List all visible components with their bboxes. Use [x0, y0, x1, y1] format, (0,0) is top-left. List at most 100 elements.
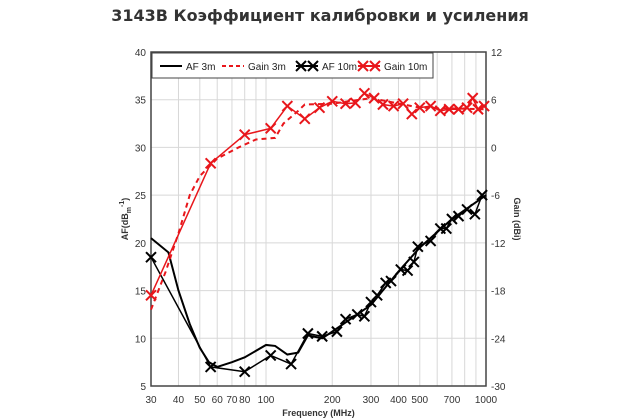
- data-point: [302, 327, 314, 340]
- data-point: [412, 240, 424, 253]
- data-point: [331, 325, 343, 338]
- y-tick-label: 25: [135, 191, 147, 202]
- data-point: [461, 101, 473, 114]
- legend-label: AF 10m: [322, 62, 357, 73]
- data-point: [351, 308, 364, 321]
- data-point: [204, 157, 217, 170]
- data-point: [406, 108, 418, 120]
- legend-marker: [307, 60, 319, 72]
- data-point: [358, 310, 371, 323]
- data-point: [446, 213, 458, 225]
- plot-frame: [150, 51, 487, 387]
- x-tick-label: 200: [324, 395, 341, 406]
- y2-tick-label: 0: [491, 143, 497, 154]
- x-tick-label: 400: [390, 395, 407, 406]
- x-tick-label: 300: [363, 395, 380, 406]
- legend-item: AF 10m: [295, 60, 357, 73]
- legend-label: Gain 10m: [384, 62, 427, 73]
- data-point: [299, 113, 311, 125]
- x-tick-label: 70: [226, 395, 238, 406]
- legend-marker: [295, 60, 307, 72]
- y-tick-label: 5: [140, 382, 146, 393]
- data-point: [238, 128, 251, 141]
- data-point: [264, 122, 277, 135]
- series-gain-3m: [150, 97, 487, 311]
- data-point: [145, 251, 157, 263]
- series-gain-10m: [145, 87, 490, 302]
- data-point: [424, 235, 437, 247]
- legend-label: Gain 3m: [248, 62, 286, 73]
- y-tick-label: 10: [135, 334, 147, 345]
- data-point: [434, 105, 447, 117]
- series-line: [150, 92, 485, 296]
- y-tick-label: 35: [135, 96, 147, 107]
- data-point: [339, 97, 352, 110]
- x-tick-label: 500: [411, 395, 428, 406]
- data-point: [349, 97, 362, 109]
- data-point: [443, 103, 455, 115]
- data-point: [385, 275, 397, 287]
- data-point: [358, 87, 371, 100]
- data-point: [285, 358, 297, 370]
- y2-tick-label: -6: [491, 191, 500, 202]
- legend-label: AF 3m: [186, 62, 215, 73]
- data-point: [326, 95, 338, 108]
- series-af-10m: [145, 189, 488, 378]
- data-point: [204, 361, 217, 373]
- legend-box: [151, 52, 434, 79]
- x-axis-label: Frequency (MHz): [282, 408, 355, 418]
- y2-tick-label: -18: [491, 287, 506, 298]
- data-point: [387, 100, 400, 112]
- x-tick-label: 60: [212, 395, 224, 406]
- y-tick-label: 20: [135, 239, 147, 250]
- data-point: [461, 203, 473, 216]
- data-point: [414, 101, 426, 114]
- data-point: [478, 100, 490, 112]
- legend-item: AF 3m: [160, 62, 215, 73]
- data-point: [339, 313, 352, 325]
- y-tick-label: 15: [135, 287, 147, 298]
- x-tick-label: 80: [239, 395, 251, 406]
- x-tick-label: 1000: [475, 395, 498, 406]
- data-point: [316, 330, 328, 343]
- data-point: [466, 92, 479, 104]
- y2-tick-label: -24: [491, 334, 506, 345]
- data-point: [452, 103, 465, 115]
- data-point: [476, 189, 488, 201]
- x-tick-label: 40: [173, 395, 185, 406]
- legend-item: Gain 3m: [222, 62, 286, 73]
- data-point: [401, 264, 414, 277]
- y-tick-label: 40: [135, 48, 147, 59]
- data-point: [452, 210, 465, 222]
- data-point: [408, 256, 420, 268]
- data-point: [281, 100, 294, 112]
- series-line: [150, 97, 487, 311]
- legend-marker: [357, 60, 369, 72]
- data-point: [469, 208, 481, 220]
- x-tick-label: 50: [194, 395, 206, 406]
- x-tick-label: 700: [444, 395, 461, 406]
- y-tick-label: 30: [135, 143, 147, 154]
- data-point: [397, 97, 409, 110]
- data-point: [238, 365, 251, 378]
- y2-tick-label: -12: [491, 239, 506, 250]
- data-point: [377, 98, 389, 111]
- series-line: [150, 194, 483, 373]
- data-point: [424, 100, 437, 112]
- x-tick-label: 30: [145, 395, 157, 406]
- data-point: [368, 92, 380, 104]
- legend: AF 3m Gain 3m AF 10m Gain 10m: [151, 52, 434, 79]
- y2-tick-label: -30: [491, 382, 506, 393]
- y-axis-label: AF(dBm-1): [119, 198, 133, 240]
- y2-tick-label: 12: [491, 48, 503, 59]
- y2-tick-label: 6: [491, 96, 497, 107]
- data-point: [371, 289, 383, 302]
- data-point: [313, 101, 326, 114]
- chart-title: 3143B Коэффициент калибровки и усиления: [111, 6, 529, 25]
- legend-marker: [369, 60, 381, 72]
- x-tick-label: 100: [258, 395, 275, 406]
- data-point: [472, 103, 484, 115]
- y2-axis-label: Gain (dBi): [512, 198, 522, 241]
- data-point: [440, 222, 453, 235]
